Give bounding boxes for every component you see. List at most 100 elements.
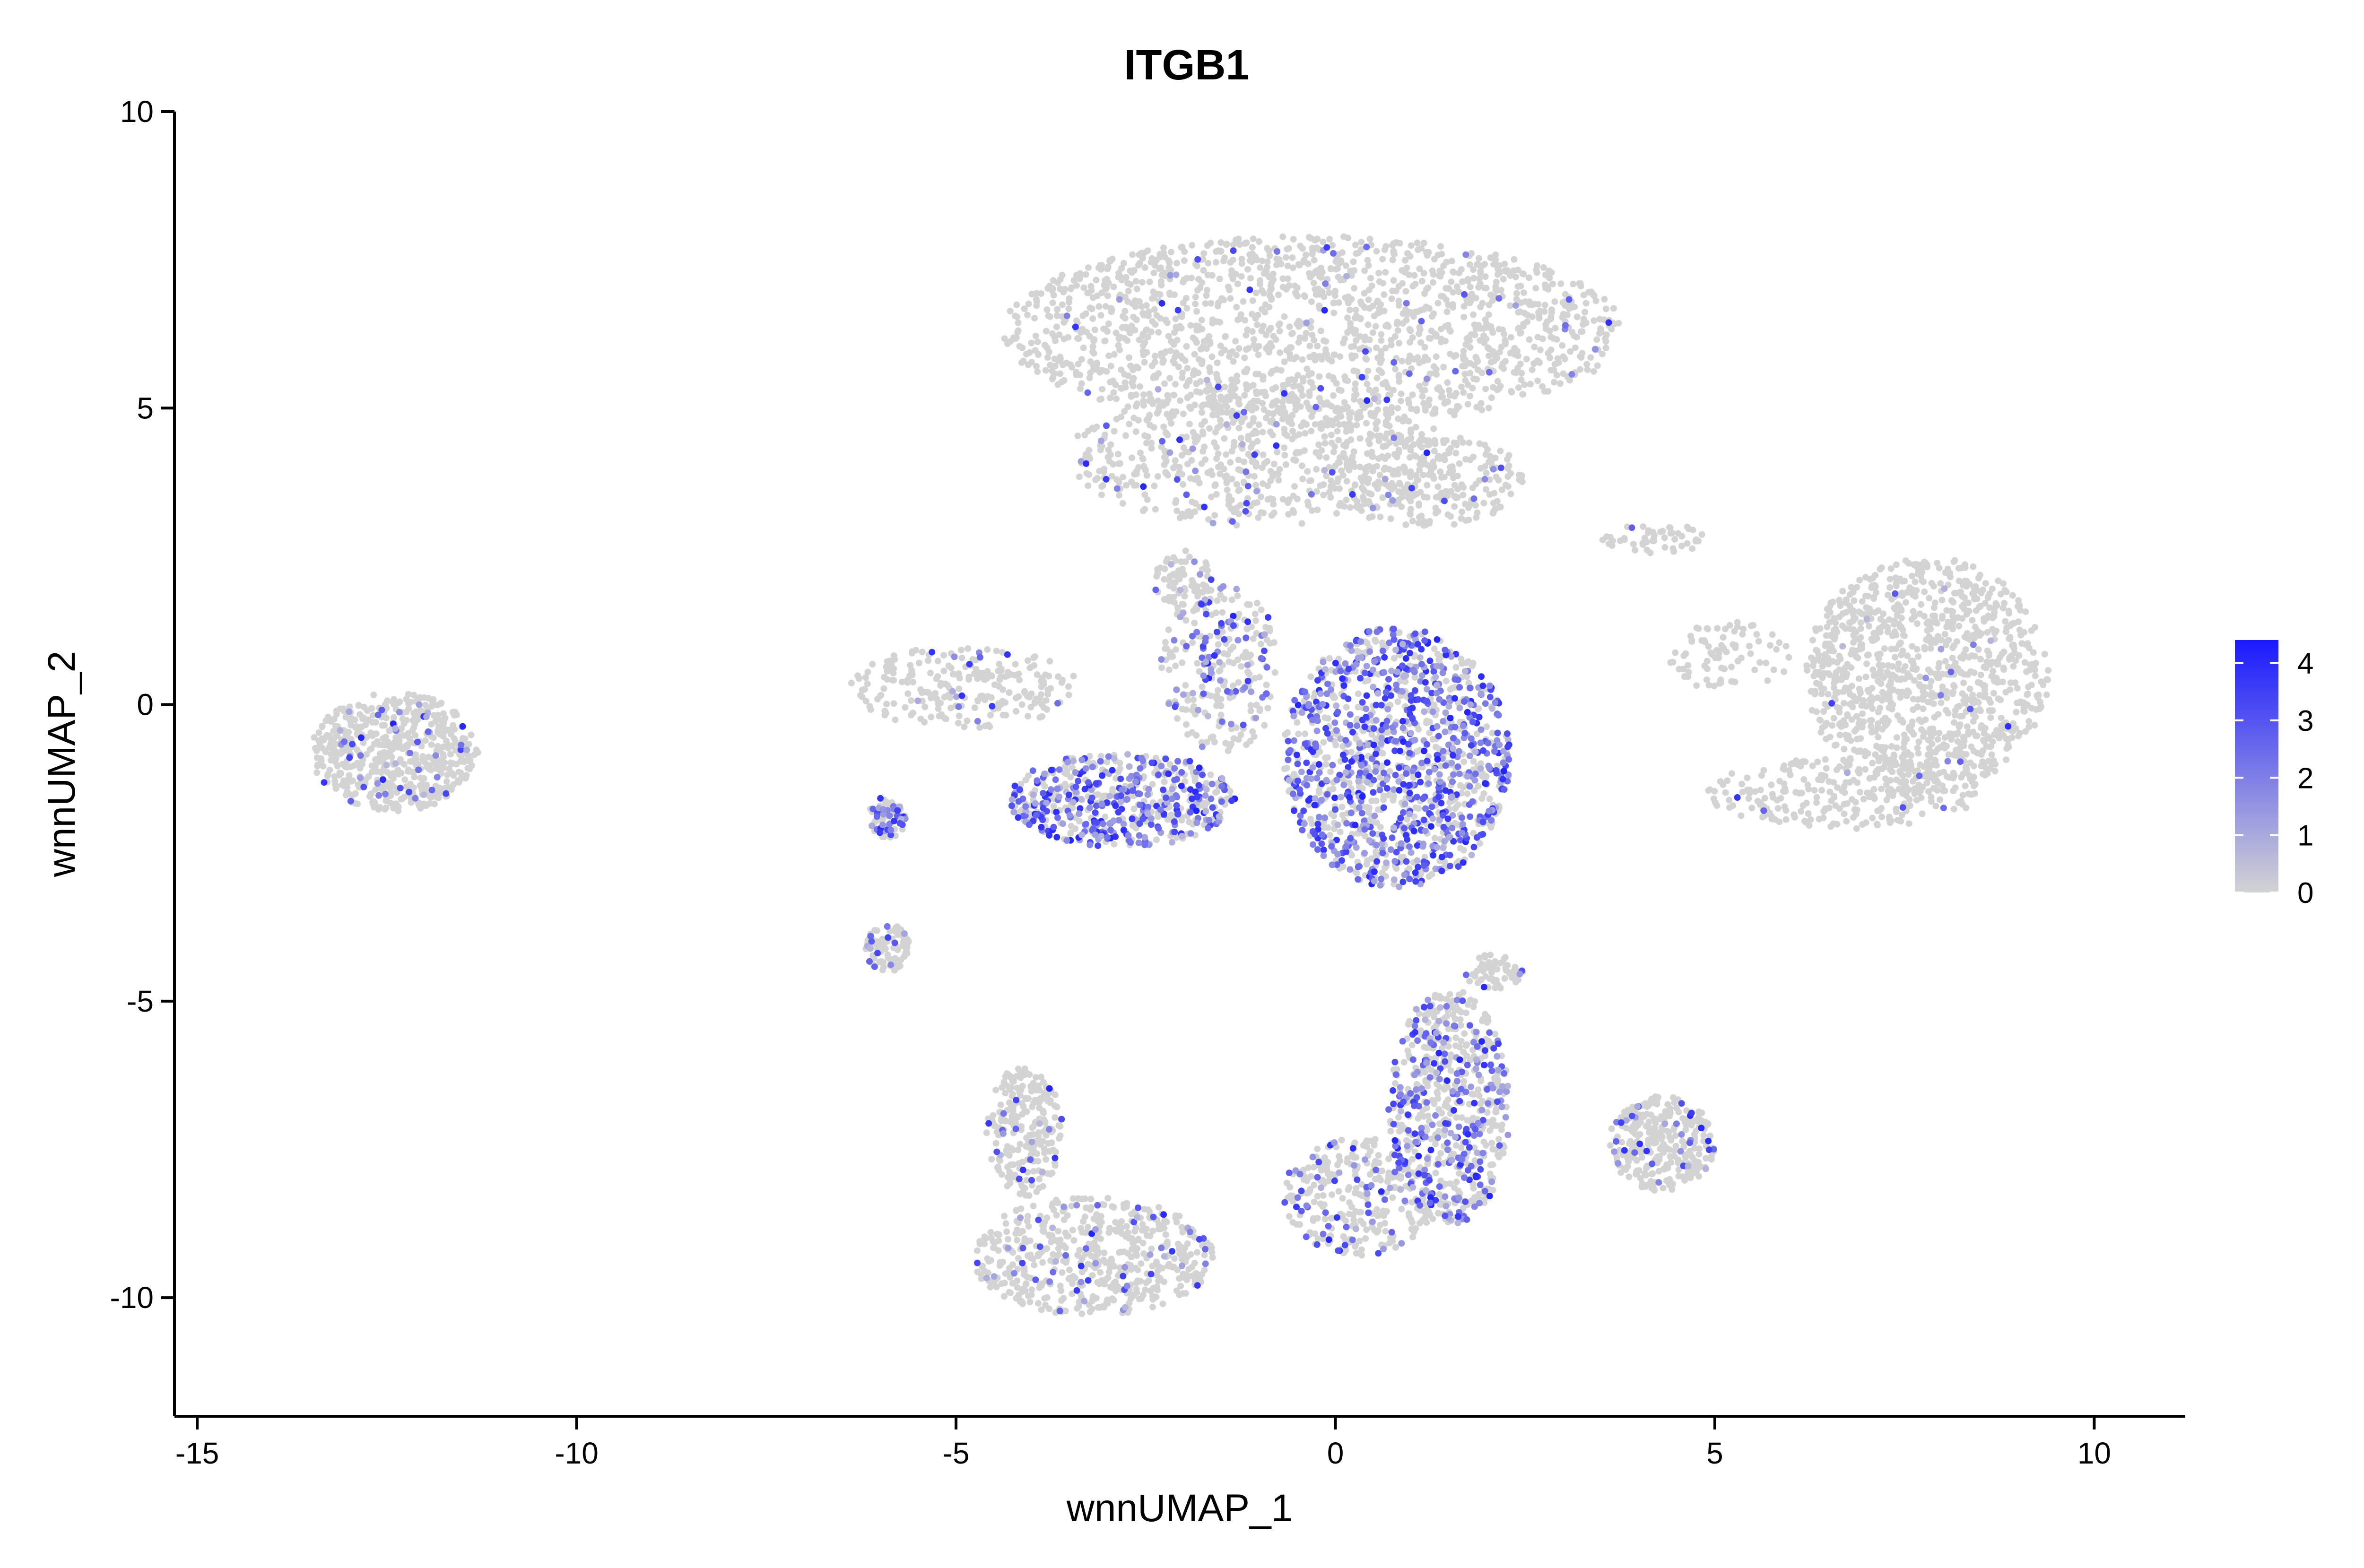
data-point: [1132, 303, 1139, 310]
data-point: [1117, 384, 1124, 391]
data-point: [1055, 1228, 1062, 1235]
data-point: [1499, 1121, 1505, 1128]
data-point: [1312, 1230, 1319, 1237]
data-point: [1249, 297, 1256, 304]
data-point: [1121, 1204, 1128, 1212]
data-point: [1306, 354, 1313, 361]
data-point: [1399, 357, 1406, 364]
data-point: [1191, 367, 1198, 374]
data-point: [1135, 1237, 1142, 1243]
data-point: [1106, 1225, 1113, 1232]
data-point: [1087, 358, 1094, 365]
data-point: [1438, 336, 1445, 343]
data-point: [1469, 485, 1476, 492]
data-point: [1292, 406, 1299, 413]
data-point: [884, 951, 891, 958]
data-point: [1413, 407, 1420, 414]
data-point: [1208, 693, 1215, 700]
data-point: [1025, 713, 1031, 720]
data-point: [1289, 254, 1296, 261]
data-point: [1241, 355, 1248, 361]
data-point: [1262, 392, 1269, 399]
data-point: [982, 676, 989, 683]
data-point: [1536, 312, 1543, 320]
data-point: [1361, 337, 1368, 344]
data-point: [1423, 719, 1430, 727]
data-point: [1172, 381, 1179, 388]
data-point: [1250, 235, 1257, 243]
data-point: [1180, 277, 1187, 284]
data-point: [1160, 244, 1167, 251]
data-point: [1069, 1280, 1076, 1287]
data-point: [1500, 276, 1507, 283]
data-point: [1155, 1277, 1162, 1284]
data-point: [1076, 473, 1083, 480]
data-point: [1361, 404, 1368, 411]
data-point: [1484, 446, 1491, 453]
data-point: [880, 964, 887, 970]
data-point: [881, 711, 888, 719]
data-point: [1264, 458, 1271, 465]
data-point: [1306, 342, 1313, 349]
data-point: [1379, 494, 1386, 501]
data-point: [1351, 482, 1358, 489]
data-point: [1506, 271, 1513, 278]
data-point: [1416, 1220, 1423, 1227]
data-point: [1477, 269, 1484, 276]
data-point: [1059, 272, 1066, 279]
data-point: [1226, 286, 1233, 294]
data-point: [1075, 361, 1082, 368]
data-point: [1516, 476, 1523, 483]
data-point: [1489, 1146, 1496, 1153]
data-point: [1443, 259, 1450, 266]
data-point: [1097, 266, 1104, 273]
chart-title: ITGB1: [1124, 42, 1249, 89]
data-point: [921, 703, 929, 710]
data-point: [1098, 491, 1105, 498]
data-point: [1049, 330, 1056, 337]
data-point: [1415, 476, 1422, 484]
data-point: [1076, 1247, 1083, 1254]
data-point: [1407, 470, 1414, 477]
data-point: [1358, 239, 1365, 246]
data-point: [859, 693, 866, 701]
data-point: [1207, 771, 1214, 778]
data-point: [1180, 299, 1187, 306]
data-point: [1170, 593, 1177, 600]
data-point: [1310, 384, 1317, 391]
data-point: [1553, 336, 1560, 343]
data-point: [1512, 273, 1519, 280]
data-point: [928, 694, 934, 702]
data-point: [1273, 255, 1280, 262]
data-point: [1314, 506, 1321, 513]
data-point: [878, 958, 885, 965]
data-point: [1601, 296, 1608, 303]
data-point: [1249, 244, 1256, 251]
data-point: [1405, 358, 1412, 365]
data-point: [1162, 1231, 1169, 1238]
data-point: [1028, 339, 1035, 347]
data-point: [1337, 277, 1344, 284]
data-point: [902, 949, 909, 956]
data-point: [1165, 333, 1172, 339]
data-point: [1117, 765, 1123, 772]
data-point: [1161, 565, 1168, 572]
data-point: [1153, 1293, 1160, 1300]
data-point: [1063, 359, 1070, 366]
data-point: [1311, 1182, 1318, 1188]
data-point: [1191, 434, 1198, 441]
data-point: [1153, 836, 1160, 843]
data-point: [1534, 377, 1541, 384]
data-point: [1263, 681, 1270, 688]
data-point: [1408, 1199, 1416, 1206]
data-point: [1371, 636, 1378, 643]
data-point: [1373, 852, 1381, 858]
data-point: [1429, 1097, 1436, 1104]
data-point: [1474, 261, 1480, 268]
data-point: [1322, 421, 1330, 428]
data-point: [1373, 425, 1380, 433]
data-point: [1457, 1016, 1464, 1023]
data-point: [1191, 439, 1199, 446]
data-point: [1495, 271, 1501, 278]
data-point: [1278, 367, 1285, 374]
